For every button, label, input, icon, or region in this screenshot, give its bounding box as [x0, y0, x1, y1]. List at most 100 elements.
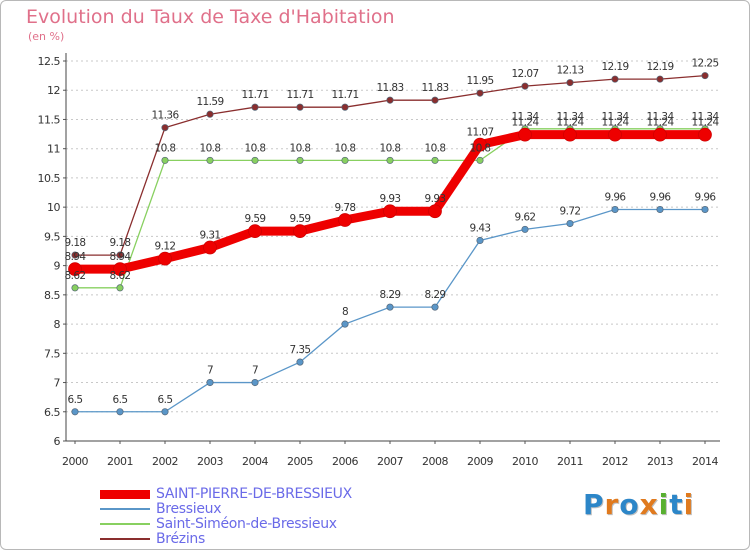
y-tick-label: 10.5 — [38, 172, 61, 185]
x-tick-label: 2014 — [692, 455, 718, 468]
data-label: 8.94 — [110, 251, 132, 263]
chart-subtitle: (en %) — [28, 30, 65, 43]
data-point — [251, 103, 259, 111]
data-point — [161, 156, 169, 164]
data-point — [71, 408, 79, 416]
data-point — [566, 79, 574, 87]
data-point — [203, 240, 217, 255]
data-point — [68, 262, 82, 276]
y-tick-label: 9 — [54, 260, 61, 273]
data-label: 11.71 — [331, 89, 358, 101]
data-point — [341, 320, 349, 328]
data-label: 9.96 — [650, 191, 672, 203]
x-tick-label: 2010 — [512, 455, 538, 468]
data-label: 11.34 — [511, 111, 539, 123]
data-point — [701, 205, 709, 214]
data-point — [158, 251, 172, 266]
legend-label: Brézins — [156, 531, 205, 547]
data-label: 9.18 — [65, 237, 86, 249]
legend-swatch — [100, 538, 150, 540]
data-point — [251, 378, 259, 387]
data-point — [428, 204, 442, 219]
data-label: 9.72 — [560, 206, 581, 218]
logo-letter: x — [639, 488, 659, 521]
data-point — [296, 103, 304, 111]
series-0 — [68, 127, 712, 276]
y-tick-label: 10 — [47, 201, 60, 214]
data-label: 8.29 — [425, 289, 446, 301]
data-point — [383, 204, 397, 219]
data-label: 12.19 — [646, 61, 673, 73]
data-point — [71, 284, 79, 292]
y-tick-label: 7 — [54, 377, 61, 390]
data-point — [293, 224, 307, 238]
data-label: 10.8 — [335, 142, 356, 154]
data-label: 12.13 — [556, 65, 583, 77]
x-tick-label: 2012 — [602, 455, 628, 468]
data-label: 10.8 — [425, 142, 446, 154]
x-tick-label: 2005 — [287, 455, 313, 468]
data-label: 10.8 — [380, 142, 401, 154]
data-point — [656, 75, 664, 83]
data-label: 12.07 — [511, 68, 538, 80]
data-label: 11.34 — [601, 111, 629, 123]
data-point — [248, 224, 262, 238]
data-point — [701, 72, 709, 80]
data-label: 10.8 — [200, 142, 221, 154]
data-point — [206, 156, 214, 164]
legend-label: SAINT-PIERRE-DE-BRESSIEUX — [156, 486, 352, 502]
data-label: 11.07 — [466, 127, 493, 139]
data-label: 9.59 — [245, 213, 266, 225]
data-label: 9.59 — [290, 213, 311, 225]
data-label: 11.24 — [646, 117, 674, 129]
data-point — [386, 156, 394, 164]
data-point — [386, 303, 394, 311]
legend-swatch — [100, 489, 150, 499]
data-point — [341, 103, 349, 111]
data-point — [116, 251, 124, 259]
proxiti-logo: Proxiti — [583, 488, 694, 521]
data-point — [476, 236, 484, 245]
data-label: 10.8 — [245, 142, 266, 154]
data-label: 9.78 — [335, 202, 356, 214]
data-point — [251, 156, 259, 164]
data-labels: 8.94 8.94 9.12 9.31 9.59 9.59 9.78 9.93 9.93 11.0… — [65, 58, 721, 406]
data-point — [296, 358, 304, 366]
data-point — [518, 127, 532, 142]
data-point — [206, 110, 214, 118]
data-point — [296, 156, 304, 164]
data-label: 8.29 — [380, 289, 401, 301]
data-label: 11.71 — [241, 89, 268, 101]
x-tick-label: 2008 — [422, 455, 448, 468]
logo-letter: P — [583, 488, 605, 521]
x-tick-label: 2001 — [107, 455, 133, 468]
data-point — [521, 82, 529, 90]
data-label: 11.83 — [376, 82, 403, 94]
logo-letter: o — [619, 488, 640, 521]
data-label: 11.34 — [691, 111, 719, 123]
x-tick-label: 2002 — [152, 455, 178, 468]
data-label: 9.93 — [380, 193, 401, 205]
data-point — [161, 124, 169, 132]
x-tick-label: 2003 — [197, 455, 223, 468]
data-point — [656, 205, 664, 214]
y-tick-label: 6 — [54, 435, 61, 448]
data-point — [338, 213, 352, 227]
data-point — [566, 219, 574, 228]
legend-item: SAINT-PIERRE-DE-BRESSIEUX — [100, 486, 352, 502]
y-tick-label: 8 — [54, 318, 61, 331]
y-tick-label: 12 — [47, 84, 60, 97]
chart-title: Evolution du Taux de Taxe d'Habitation — [26, 6, 395, 28]
x-tick-label: 2007 — [377, 455, 403, 468]
data-label: 7 — [252, 365, 258, 377]
data-point — [431, 156, 439, 164]
x-tick-label: 2006 — [332, 455, 358, 468]
data-label: 11.24 — [556, 117, 584, 129]
data-label: 8.62 — [110, 270, 131, 282]
data-label: 11.34 — [556, 111, 584, 123]
y-tick-label: 12.5 — [38, 55, 61, 68]
legend-item: Saint-Siméon-de-Bressieux — [100, 516, 337, 532]
legend-swatch — [100, 523, 150, 525]
x-tick-label: 2013 — [647, 455, 673, 468]
data-point — [116, 408, 124, 416]
